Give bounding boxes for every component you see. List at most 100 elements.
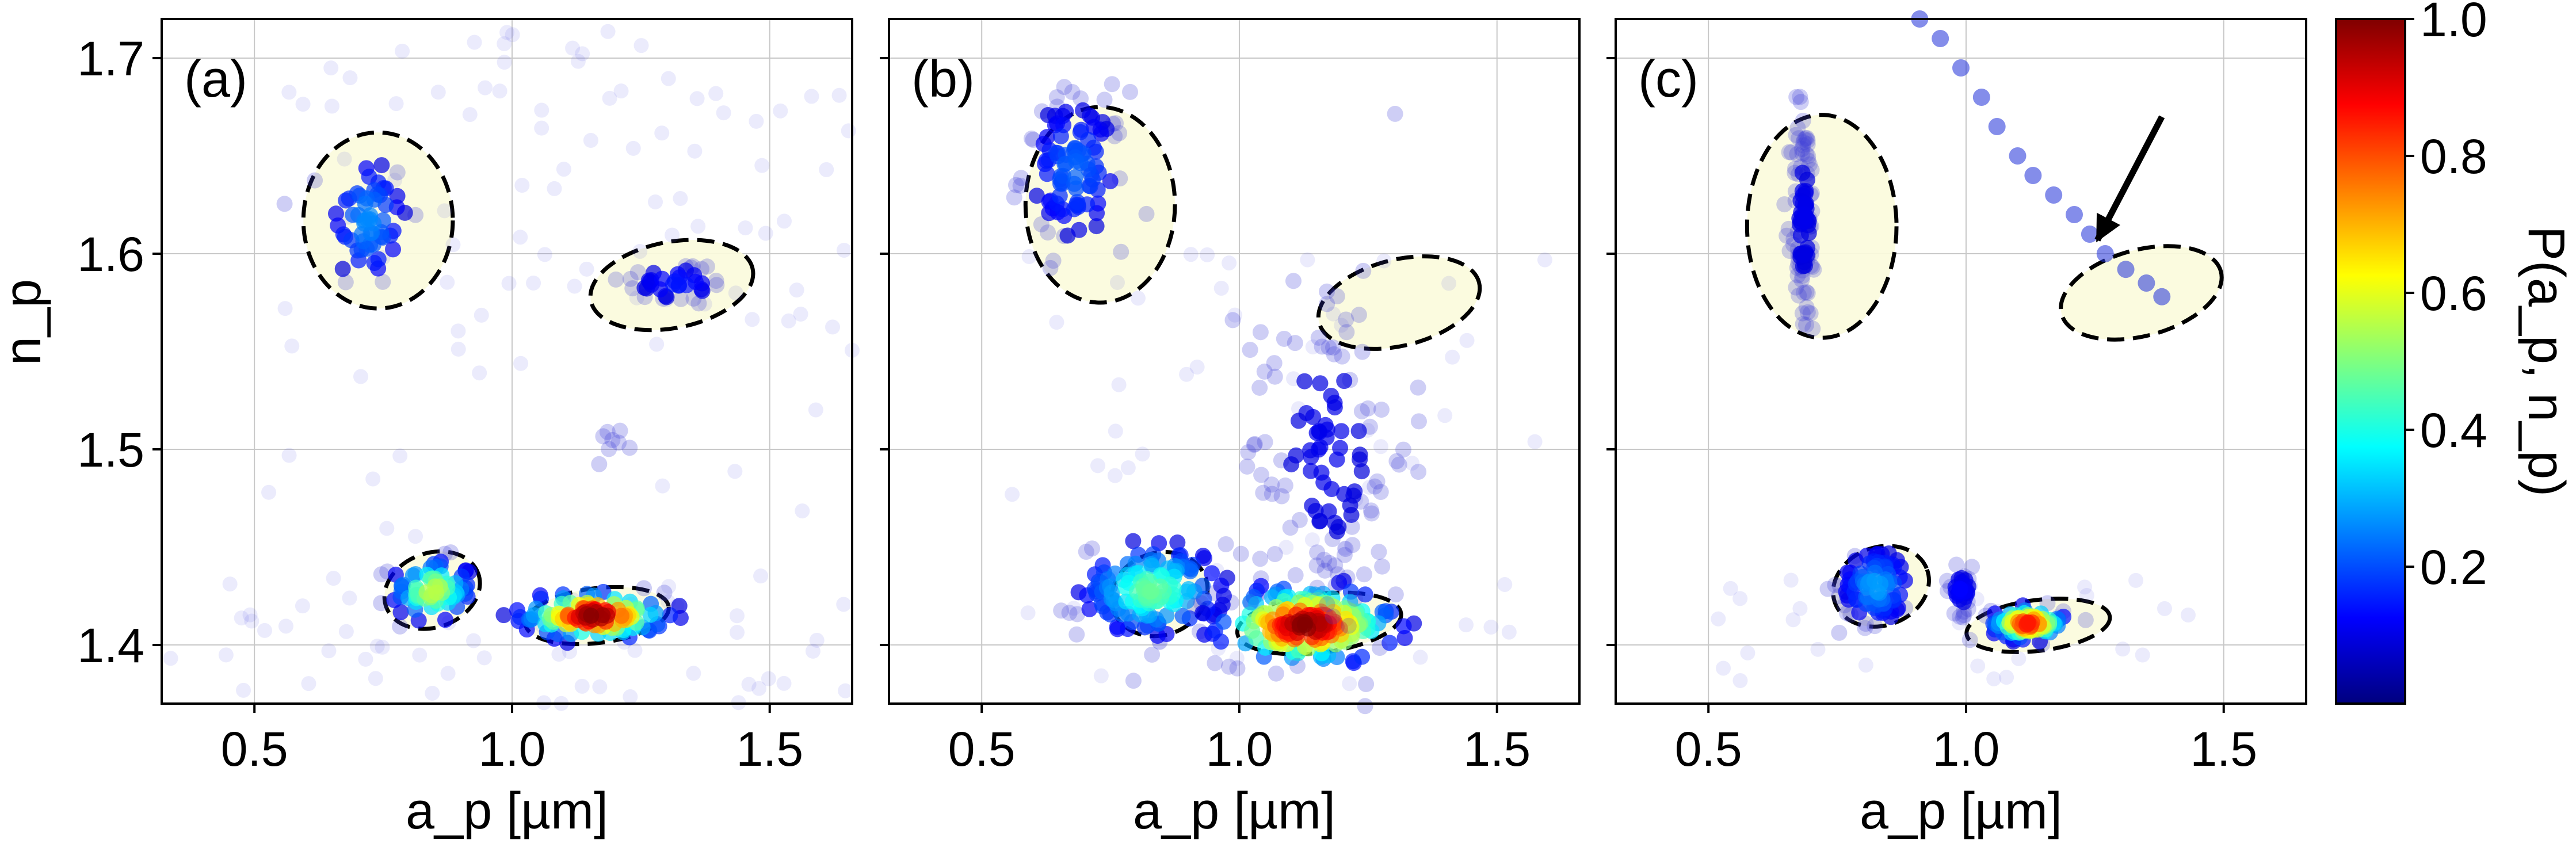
data-point <box>1952 615 1967 631</box>
cluster-point <box>1329 288 1345 305</box>
data-point <box>513 230 528 245</box>
cluster-point <box>1111 125 1128 142</box>
cluster-point <box>1354 343 1371 360</box>
data-point <box>277 301 293 316</box>
data-point <box>338 624 354 639</box>
cluster-point <box>1229 660 1246 677</box>
cluster-point <box>1255 484 1272 501</box>
cluster-point <box>1352 451 1368 468</box>
cluster-point <box>1795 137 1811 154</box>
data-point <box>758 226 773 241</box>
panel-a-xlabel: a_p [µm] <box>406 782 608 840</box>
cluster-ellipse <box>2059 244 2224 342</box>
x-tick-label: 1.5 <box>2190 722 2257 776</box>
cluster-point <box>373 157 390 174</box>
panel-b-xlabel: a_p [µm] <box>1133 782 1335 840</box>
x-tick-label: 1.5 <box>1463 722 1531 776</box>
cluster-point <box>1795 112 1811 129</box>
cluster-ellipse <box>1316 254 1482 351</box>
cluster-point <box>604 431 621 448</box>
cluster-point <box>1956 607 1972 624</box>
x-tick-label: 1.5 <box>736 722 803 776</box>
cluster-point <box>1327 577 1344 594</box>
cluster-point <box>392 604 409 621</box>
chain-point <box>1988 118 2006 135</box>
cluster-point <box>1804 320 1821 337</box>
data-point <box>1740 645 1756 660</box>
data-point <box>1970 658 1986 674</box>
data-point <box>1090 458 1105 473</box>
cluster-point <box>1169 534 1186 551</box>
x-tick-label: 0.5 <box>1675 722 1742 776</box>
data-point <box>261 484 277 500</box>
cluster-point <box>1798 284 1815 300</box>
cluster-point <box>1799 132 1816 149</box>
cluster-point <box>1064 83 1081 100</box>
cluster-point <box>1781 144 1798 161</box>
data-point <box>754 158 770 173</box>
data-point <box>321 643 337 659</box>
cluster-point <box>1795 316 1811 333</box>
cluster-point <box>1357 586 1373 603</box>
data-point <box>501 276 517 291</box>
data-point <box>708 86 724 101</box>
cluster-point <box>1039 129 1055 146</box>
cluster-point <box>1045 253 1062 269</box>
cluster-point <box>1008 177 1025 193</box>
data-point <box>365 471 381 487</box>
colorbar: 0.2 0.4 0.6 0.8 1.0 P(a_p, n_p) <box>2335 0 2575 705</box>
data-point <box>600 24 616 39</box>
cluster-point <box>1360 400 1376 417</box>
data-point <box>1300 252 1315 268</box>
cluster-point <box>666 273 683 290</box>
cluster-point <box>337 274 354 291</box>
data-point <box>633 38 649 54</box>
cluster-point <box>1264 476 1280 493</box>
data-point <box>579 261 594 277</box>
cluster-point <box>1251 379 1268 396</box>
cluster-point <box>1344 537 1361 553</box>
cluster-point <box>370 251 387 268</box>
data-point <box>556 162 571 177</box>
data-point <box>379 521 395 536</box>
cluster-point <box>1321 503 1337 520</box>
cluster-point <box>1246 437 1262 453</box>
cluster-point <box>1325 339 1341 356</box>
data-point <box>2115 641 2131 657</box>
cluster-point <box>1783 144 1800 161</box>
cluster-point <box>1266 368 1283 385</box>
colorbar-gradient <box>2336 19 2405 704</box>
data-point <box>789 282 804 298</box>
cluster-point <box>1232 545 1249 562</box>
panel-c-border <box>1615 18 2307 705</box>
data-point <box>474 307 489 323</box>
cluster-point <box>1338 324 1355 341</box>
cluster-point <box>1410 379 1426 396</box>
data-point <box>234 610 249 626</box>
cluster-point <box>1336 373 1353 389</box>
cluster-point <box>1792 94 1809 110</box>
cluster-ellipse <box>1745 113 1899 340</box>
data-point <box>242 607 258 623</box>
y-axis-label: n_p <box>0 279 52 365</box>
cluster-point <box>1287 335 1303 352</box>
data-point <box>1792 601 1808 616</box>
data-point <box>716 105 731 121</box>
data-point <box>2011 651 2027 666</box>
data-point <box>836 242 852 258</box>
cluster-point <box>1104 76 1120 93</box>
data-point <box>1376 253 1392 269</box>
panel-c: 0.5 1.0 1.5 (c) a_p [µm] <box>1606 10 2307 840</box>
data-point <box>1183 247 1199 262</box>
cluster-point <box>1395 441 1412 458</box>
cluster-point <box>1253 467 1270 483</box>
chain-point <box>2045 186 2063 204</box>
data-point <box>661 579 677 594</box>
cluster-point <box>1071 221 1087 238</box>
cluster-point <box>1287 567 1304 583</box>
data-point <box>697 296 712 312</box>
cluster-point <box>1256 363 1273 380</box>
cluster-point <box>1088 218 1105 235</box>
cluster-point <box>1220 658 1237 675</box>
cluster-point <box>495 607 512 624</box>
